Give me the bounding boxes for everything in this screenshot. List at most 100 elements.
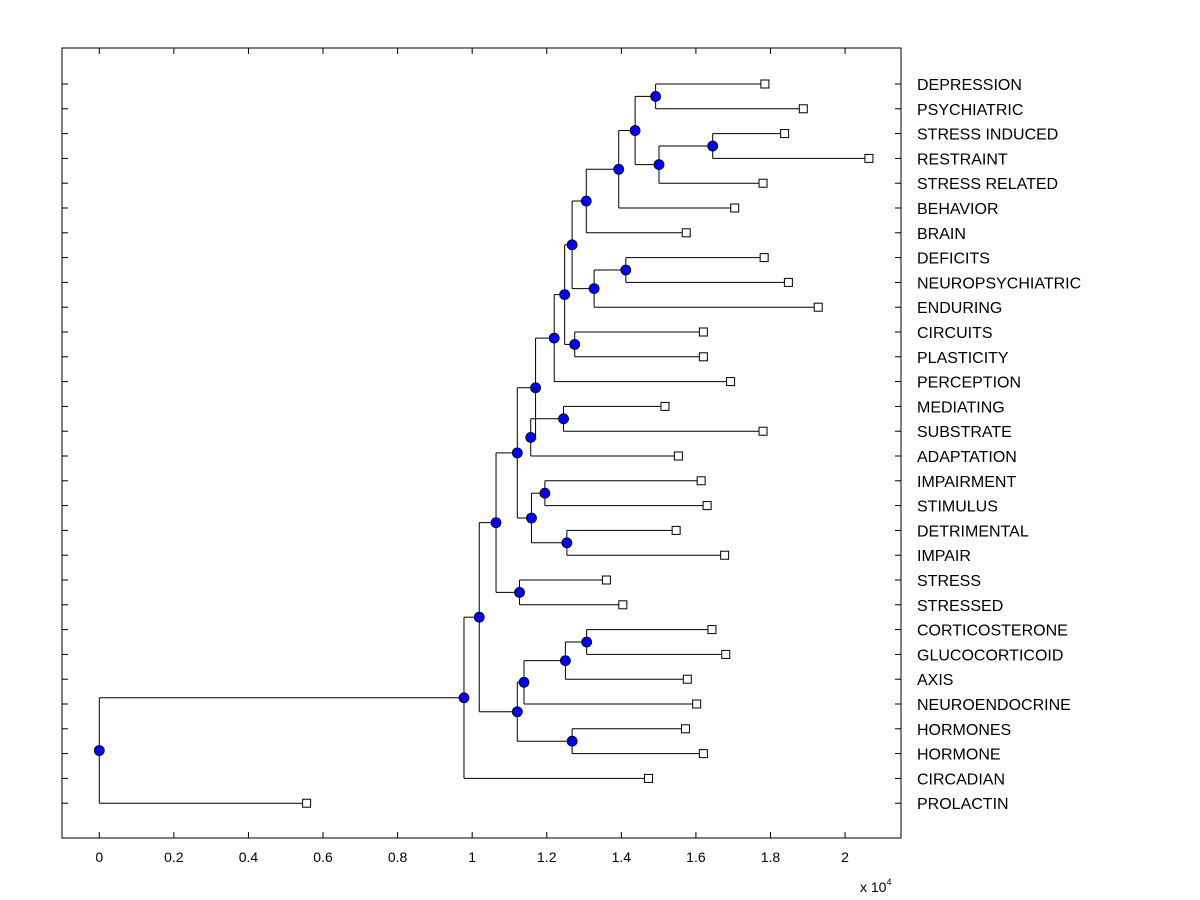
merge-node	[490, 517, 502, 529]
leaf-marker	[758, 426, 768, 436]
leaf-marker	[601, 575, 611, 585]
merge-node	[650, 91, 662, 102]
merge-node	[511, 447, 523, 459]
x-tick-label: 0.8	[388, 849, 408, 865]
leaf-label: STRESSED	[917, 598, 1003, 615]
x-tick-label: 0.2	[164, 849, 184, 865]
x-tick-label: 1.8	[761, 849, 781, 865]
leaf-marker	[760, 79, 770, 89]
leaf-marker	[780, 129, 790, 139]
leaf-marker	[696, 476, 706, 486]
leaf-label: STRESS	[917, 573, 981, 590]
merge-node	[511, 706, 523, 718]
merge-node	[526, 512, 537, 524]
x-tick-label: 0.6	[313, 849, 333, 865]
x-tick-label: 0.4	[239, 849, 259, 865]
leaf-label: GLUCOCORTICOID	[917, 647, 1063, 664]
leaf-label: PLASTICITY	[917, 350, 1009, 367]
leaf-label: NEUROPSYCHIATRIC	[917, 275, 1081, 292]
branch-links	[98, 83, 869, 804]
leaf-label: DETRIMENTAL	[917, 523, 1029, 540]
leaf-label: HORMONES	[917, 722, 1011, 739]
leaf-label: CIRCADIAN	[917, 771, 1005, 788]
merge-node	[93, 745, 105, 756]
merge-node	[566, 735, 578, 747]
merge-node	[514, 587, 525, 598]
leaf-marker	[644, 773, 654, 783]
axis-layer: 0 0.2 0.4 0.6 0.8 1 1.2 1.4 1.6 1.8 2	[61, 47, 902, 865]
leaf-marker	[660, 401, 670, 411]
leaf-label: MEDIATING	[917, 399, 1005, 416]
x-tick-label: 1	[468, 849, 476, 865]
leaf-marker	[618, 600, 628, 610]
merge-node	[473, 611, 485, 623]
leaf-label: STIMULUS	[917, 499, 998, 516]
leaf-marker	[680, 724, 690, 734]
merge-node	[588, 283, 600, 295]
leaf-markers	[302, 79, 874, 808]
x-tick-label: 2	[841, 849, 849, 865]
leaf-label: CORTICOSTERONE	[917, 623, 1068, 640]
leaf-label: ADAPTATION	[917, 449, 1017, 466]
merge-node	[560, 655, 571, 666]
leaf-marker	[698, 352, 708, 362]
leaf-marker	[721, 649, 731, 659]
leaf-labels: DEPRESSION PSYCHIATRIC STRESS INDUCED RESTR…	[917, 77, 1081, 813]
leaf-marker	[864, 153, 874, 163]
merge-node	[629, 125, 641, 136]
leaf-marker	[798, 104, 808, 114]
leaf-label: RESTRAINT	[917, 151, 1008, 168]
merge-node	[581, 636, 593, 648]
leaf-marker	[758, 178, 768, 188]
leaf-marker	[707, 625, 717, 635]
merge-node	[620, 264, 632, 276]
x-tick-label: 1.2	[537, 849, 557, 865]
leaf-marker	[720, 550, 730, 560]
x-tick-label: 1.6	[686, 849, 706, 865]
leaf-marker	[783, 277, 793, 287]
merge-node	[707, 140, 719, 152]
merge-nodes	[93, 91, 719, 756]
leaf-marker	[302, 798, 312, 808]
merge-node	[539, 487, 551, 499]
leaf-label: PSYCHIATRIC	[917, 102, 1023, 119]
leaf-marker	[698, 749, 708, 759]
leaf-label: BRAIN	[917, 226, 966, 243]
merge-node	[613, 163, 625, 175]
merge-node	[525, 431, 537, 443]
leaf-marker	[692, 699, 702, 709]
merge-node	[458, 692, 470, 704]
leaf-label: BEHAVIOR	[917, 201, 999, 218]
merge-node	[569, 338, 581, 350]
leaf-marker	[759, 253, 769, 263]
leaf-marker	[702, 501, 712, 511]
leaf-label: NEUROENDOCRINE	[917, 697, 1071, 714]
leaf-marker	[726, 377, 736, 387]
leaf-label: ENDURING	[917, 300, 1002, 317]
x-axis-exponent: x 104	[860, 877, 891, 895]
leaf-label: DEPRESSION	[917, 77, 1022, 94]
leaf-label: IMPAIRMENT	[917, 474, 1016, 491]
x-axis-exponent-power: 4	[886, 877, 891, 887]
leaf-marker	[681, 228, 691, 238]
merge-node	[558, 413, 569, 425]
leaf-label: IMPAIR	[917, 548, 971, 565]
leaf-label: DEFICITS	[917, 251, 990, 268]
merge-node	[530, 382, 541, 394]
x-tick-label: 1.4	[612, 849, 632, 865]
x-axis-exponent-base: x 10	[860, 879, 887, 895]
merge-node	[561, 537, 573, 549]
leaf-label: PERCEPTION	[917, 375, 1021, 392]
plot-frame	[61, 47, 902, 839]
leaf-marker	[730, 203, 740, 213]
leaf-marker	[698, 327, 708, 337]
leaf-label: AXIS	[917, 672, 953, 689]
leaf-label: STRESS RELATED	[917, 176, 1058, 193]
x-tick-label: 0	[95, 849, 103, 865]
merge-node	[580, 195, 592, 207]
merge-node	[518, 676, 530, 688]
leaf-label: SUBSTRATE	[917, 424, 1012, 441]
leaf-marker	[682, 674, 692, 684]
merge-node	[559, 289, 571, 301]
